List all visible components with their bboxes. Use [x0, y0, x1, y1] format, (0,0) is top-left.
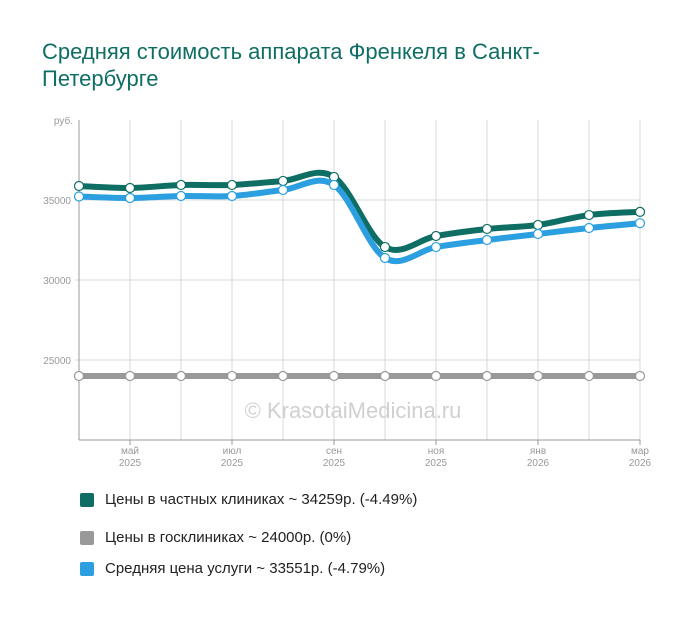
- data-point: [379, 370, 391, 382]
- data-point: [124, 192, 136, 204]
- data-point: [277, 175, 289, 187]
- x-tick-month: июл: [223, 446, 242, 457]
- data-point: [226, 179, 238, 191]
- data-point: [379, 252, 391, 264]
- x-tick-month: янв: [530, 446, 546, 457]
- x-tick-month: ноя: [428, 446, 445, 457]
- data-point: [532, 370, 544, 382]
- x-tick-month: мар: [631, 446, 649, 457]
- data-point: [124, 370, 136, 382]
- data-point: [328, 370, 340, 382]
- legend-label: Цены в госклиниках ~ 24000р. (0%): [105, 529, 352, 546]
- data-point: [73, 370, 85, 382]
- data-point: [175, 370, 187, 382]
- y-tick-label: 30000: [43, 276, 71, 287]
- data-point: [430, 241, 442, 253]
- legend-swatch: [80, 530, 94, 545]
- legend-swatch: [80, 561, 94, 576]
- series-line-0: [76, 169, 643, 253]
- x-tick-year: 2025: [221, 458, 244, 469]
- legend-swatch: [80, 492, 94, 507]
- x-tick-year: 2025: [425, 458, 448, 469]
- data-point: [124, 182, 136, 194]
- legend-item-average[interactable]: Средняя цена услуги ~ 33551р. (-4.79%): [80, 560, 385, 577]
- data-point: [430, 370, 442, 382]
- data-point: [634, 218, 646, 229]
- x-tick-month: сен: [326, 446, 342, 457]
- data-point: [73, 180, 85, 192]
- data-point: [481, 370, 493, 382]
- line-chart: 250003000035000руб.май2025июл2025сен2025…: [43, 115, 652, 469]
- data-point: [532, 219, 544, 231]
- legend-label: Средняя цена услуги ~ 33551р. (-4.79%): [105, 560, 386, 577]
- y-axis-label: руб.: [54, 115, 73, 127]
- data-point: [73, 191, 85, 202]
- x-tick-year: 2025: [323, 458, 346, 469]
- data-point: [532, 228, 544, 240]
- y-tick-label: 35000: [43, 196, 71, 207]
- x-tick-month: май: [121, 446, 139, 457]
- data-point: [175, 190, 187, 202]
- data-point: [277, 370, 289, 382]
- x-tick-year: 2025: [119, 458, 142, 469]
- legend-item-public[interactable]: Цены в госклиниках ~ 24000р. (0%): [80, 529, 351, 546]
- data-point: [583, 370, 595, 382]
- data-point: [379, 241, 391, 253]
- legend-item-private[interactable]: Цены в частных клиниках ~ 34259р. (-4.49…: [80, 491, 417, 508]
- chart-title: Средняя стоимость аппарата Френкеля в Са…: [42, 39, 540, 91]
- data-point: [430, 230, 442, 242]
- y-tick-label: 25000: [43, 356, 71, 367]
- data-point: [634, 206, 646, 217]
- legend-label: Цены в частных клиниках ~ 34259р. (-4.49…: [105, 491, 418, 508]
- data-point: [328, 179, 340, 191]
- data-point: [277, 184, 289, 196]
- data-point: [175, 179, 187, 191]
- data-point: [226, 370, 238, 382]
- watermark: © KrasotaiMedicina.ru: [245, 398, 462, 423]
- data-point: [226, 190, 238, 202]
- data-point: [481, 234, 493, 246]
- x-tick-year: 2026: [629, 458, 652, 469]
- data-point: [583, 222, 595, 234]
- data-point: [481, 223, 493, 235]
- data-point: [634, 370, 646, 382]
- data-point: [583, 209, 595, 221]
- x-tick-year: 2026: [527, 458, 550, 469]
